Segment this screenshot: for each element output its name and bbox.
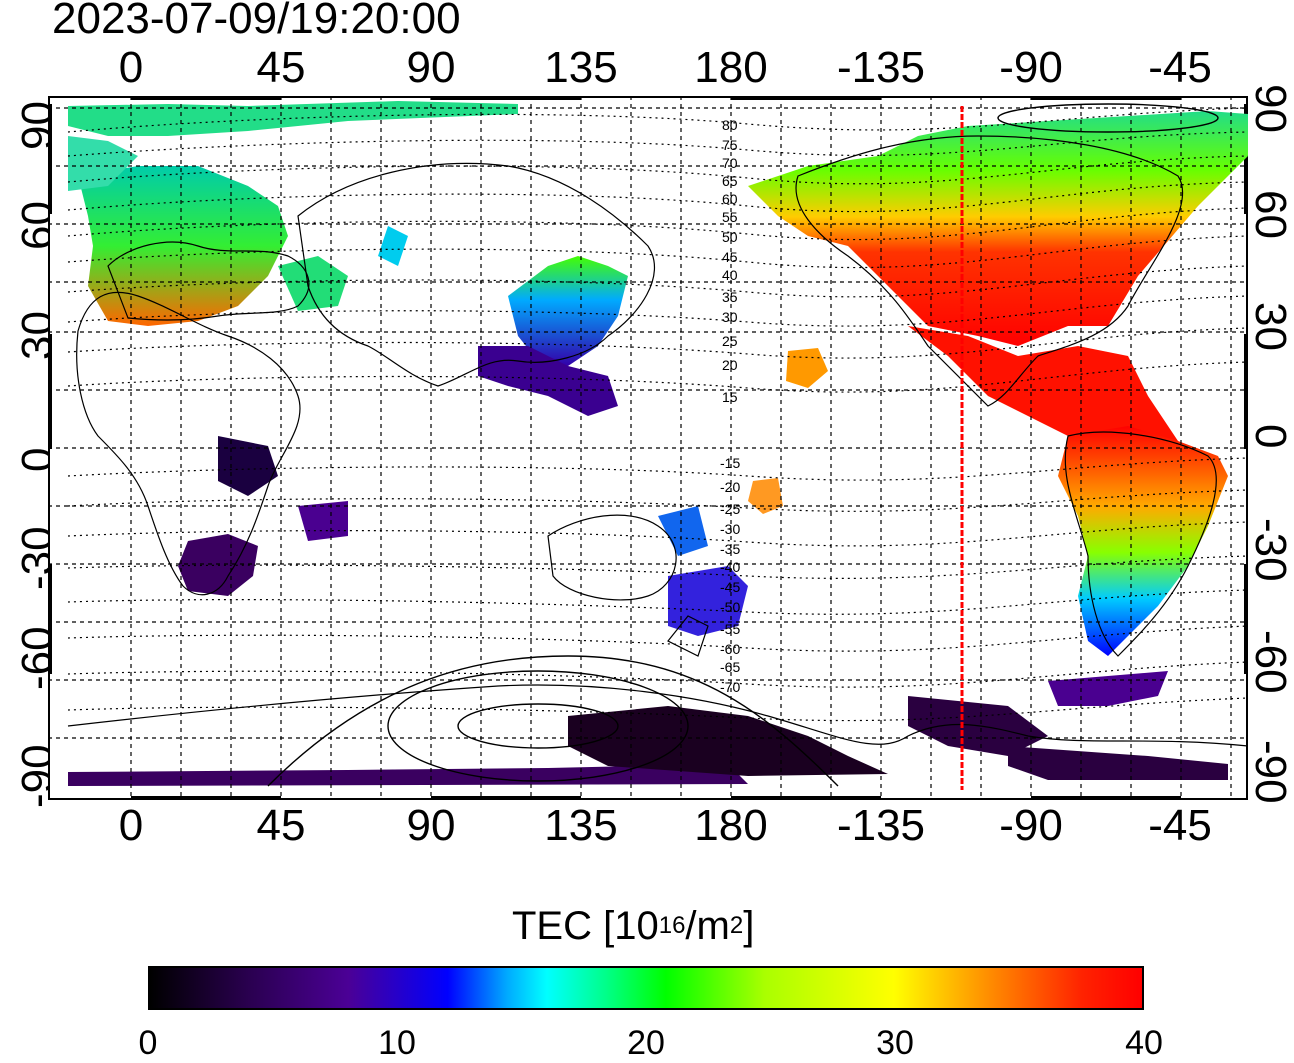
lon-tick-bottom: 90 [406, 801, 456, 850]
lon-tick-top: -90 [999, 43, 1063, 92]
contour-label-north: 45 [722, 249, 738, 265]
colorbar-tick: 10 [378, 1024, 416, 1062]
colorbar [148, 966, 1144, 1010]
contour-labels: 80 75 70 65 60 55 50 45 40 35 30 25 20 1… [720, 117, 740, 695]
colorbar-tick: 40 [1125, 1024, 1163, 1062]
lon-tick-bottom: -90 [999, 801, 1063, 850]
contour-label-south: -60 [720, 641, 740, 657]
lon-tick-top: 90 [406, 43, 456, 92]
contour-label-north: 30 [722, 309, 738, 325]
contour-label-north: 50 [722, 229, 738, 245]
contour-label-south: -70 [720, 679, 740, 695]
contour-label-north: 60 [722, 191, 738, 207]
lon-tick-bottom: 180 [694, 801, 768, 850]
lon-tick-top: 180 [694, 43, 768, 92]
colorbar-tick: 20 [627, 1024, 665, 1062]
contour-label-south: -55 [720, 621, 740, 637]
contour-label-north: 80 [722, 117, 738, 133]
lon-tick-bottom: 0 [118, 801, 144, 850]
lat-tick-right: -30 [1246, 518, 1294, 582]
contour-label-north: 75 [722, 137, 738, 153]
contour-label-north: 70 [722, 155, 738, 171]
pole-contours [267, 103, 1219, 787]
contour-label-south: -20 [720, 479, 740, 495]
lon-tick-bottom: -45 [1148, 801, 1212, 850]
lat-tick-right: 60 [1246, 190, 1294, 239]
colorbar-title: TEC [1016/m2] [512, 904, 755, 948]
frame-ticks [48, 96, 1248, 800]
contour-label-south: -65 [720, 659, 740, 675]
contour-label-north: 15 [722, 389, 738, 405]
lat-tick-right: -90 [1246, 740, 1294, 804]
lat-tick-right: 90 [1246, 84, 1294, 133]
colorbar-tick: 0 [138, 1024, 158, 1062]
lon-tick-top: 135 [544, 43, 618, 92]
tec-map: 80 75 70 65 60 55 50 45 40 35 30 25 20 1… [48, 96, 1248, 800]
lon-tick-top: -45 [1148, 43, 1212, 92]
contour-label-north: 55 [722, 209, 738, 225]
coastlines [67, 135, 1248, 747]
contour-label-south: -35 [720, 541, 740, 557]
contour-label-south: -15 [720, 455, 740, 471]
contour-label-north: 65 [722, 173, 738, 189]
lat-tick-right: 0 [1246, 424, 1294, 449]
contour-label-north: 35 [722, 289, 738, 305]
contour-label-south: -25 [720, 501, 740, 517]
contour-label-south: -45 [720, 579, 740, 595]
lon-tick-bottom: 135 [544, 801, 618, 850]
lon-tick-bottom: -135 [836, 801, 926, 850]
graticule [48, 96, 1248, 800]
lon-tick-top: 0 [118, 43, 144, 92]
contour-label-north: 25 [722, 333, 738, 349]
colorbar-tick: 30 [876, 1024, 914, 1062]
contour-label-north: 40 [722, 267, 738, 283]
contour-label-south: -50 [720, 599, 740, 615]
map-title: 2023-07-09/19:20:00 [52, 0, 461, 43]
contour-label-north: 20 [722, 357, 738, 373]
lat-tick-right: 30 [1246, 302, 1294, 351]
lon-tick-top: -135 [836, 43, 926, 92]
lon-tick-top: 45 [256, 43, 306, 92]
tec-data [68, 101, 1248, 786]
lat-tick-right: -60 [1246, 630, 1294, 694]
lon-tick-bottom: 45 [256, 801, 306, 850]
contour-label-south: -30 [720, 521, 740, 537]
contour-label-south: -40 [720, 559, 740, 575]
